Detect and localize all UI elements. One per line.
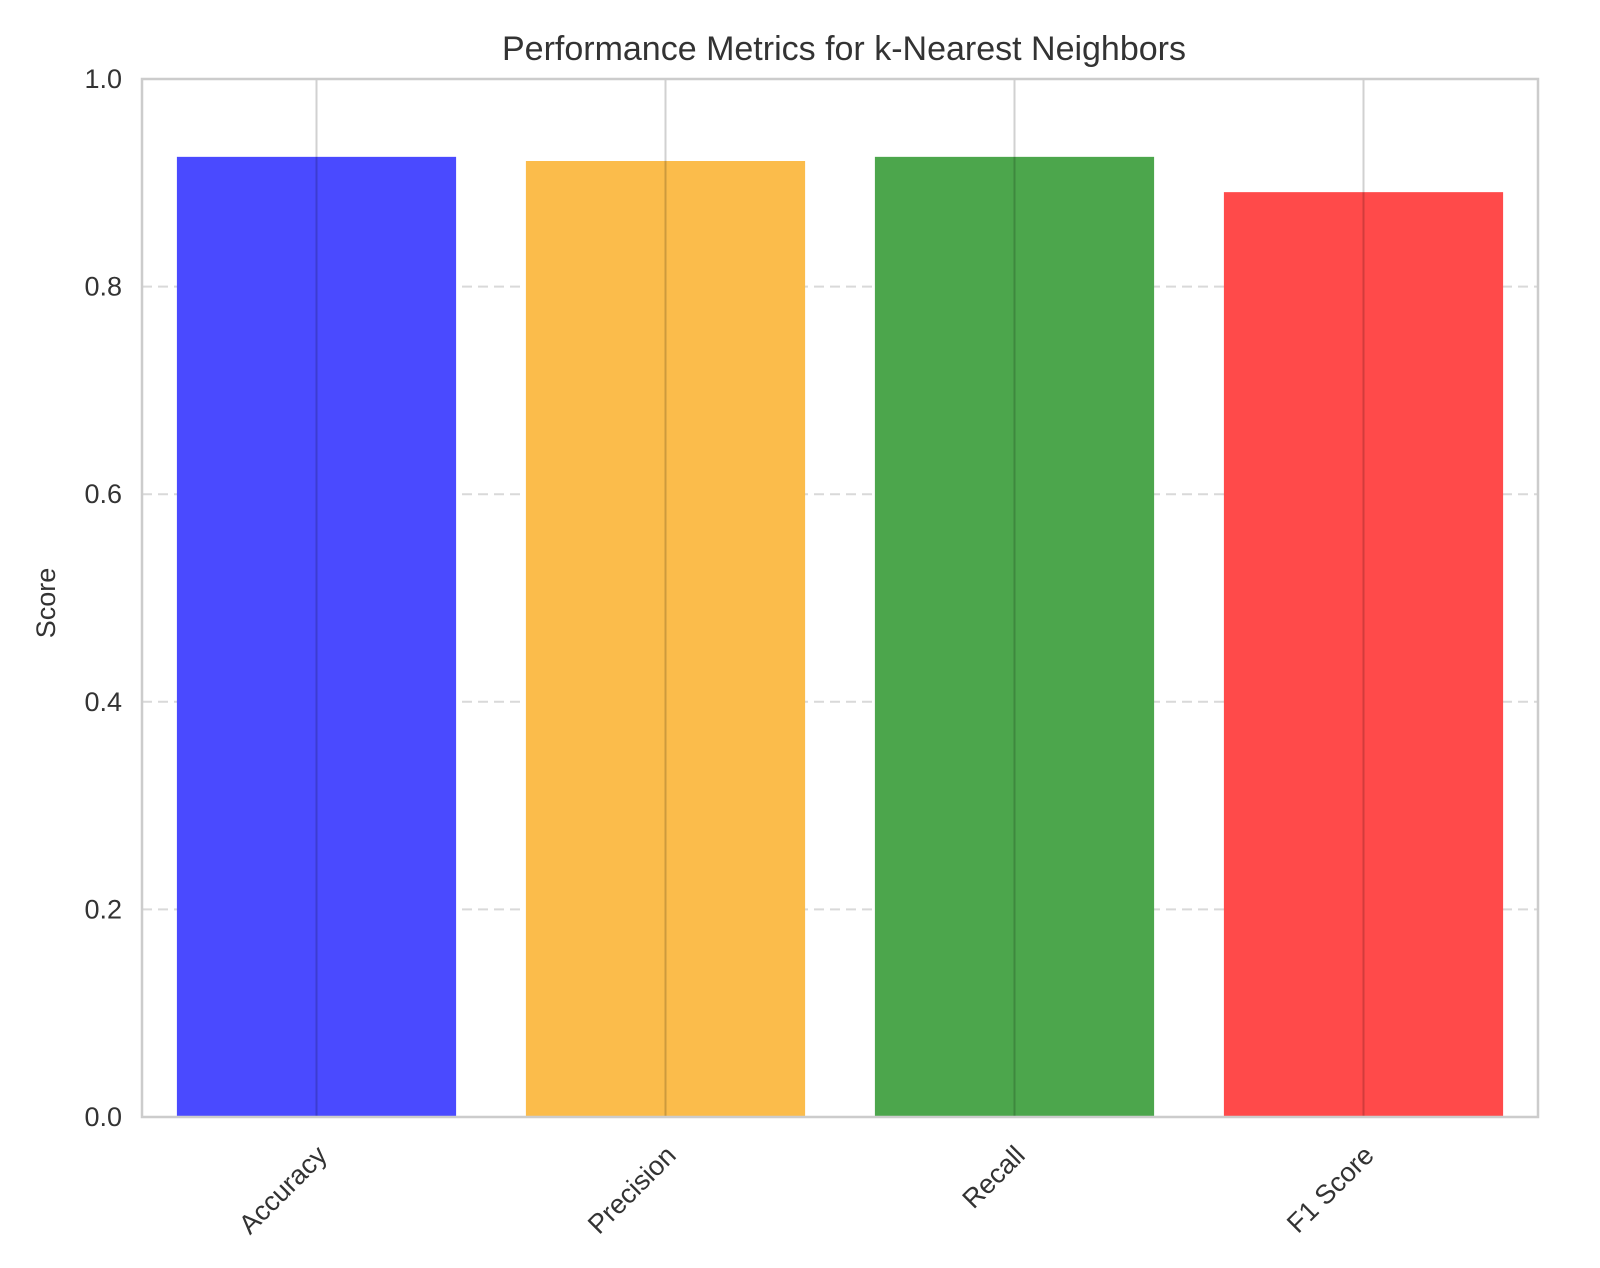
- y-tick-labels: 0.0 0.2 0.4 0.6 0.8 1.0: [84, 64, 122, 1132]
- bar-precision: [525, 161, 806, 1117]
- x-tick-label: F1 Score: [1281, 1140, 1380, 1239]
- x-tick-labels: Accuracy Precision Recall F1 Score: [233, 1140, 1380, 1240]
- x-grid-lines: [315, 79, 1365, 1117]
- x-tick-label: Precision: [582, 1140, 682, 1240]
- x-tick-label: Recall: [956, 1140, 1030, 1214]
- y-tick-label: 0.6: [84, 479, 122, 509]
- bar-accuracy: [176, 156, 457, 1118]
- plot-frame: [140, 77, 1540, 1119]
- chart-title: Performance Metrics for k-Nearest Neighb…: [502, 30, 1186, 68]
- y-tick-label: 0.8: [84, 272, 122, 302]
- y-tick-label: 1.0: [84, 64, 122, 94]
- bar-recall: [874, 156, 1155, 1118]
- y-axis-label: Score: [31, 568, 61, 639]
- y-tick-label: 0.0: [84, 1102, 122, 1132]
- x-tick-label: Accuracy: [233, 1140, 333, 1240]
- bar-f1-score: [1223, 192, 1504, 1118]
- y-tick-label: 0.4: [84, 687, 122, 717]
- y-tick-label: 0.2: [84, 894, 122, 924]
- bars: [176, 156, 1504, 1118]
